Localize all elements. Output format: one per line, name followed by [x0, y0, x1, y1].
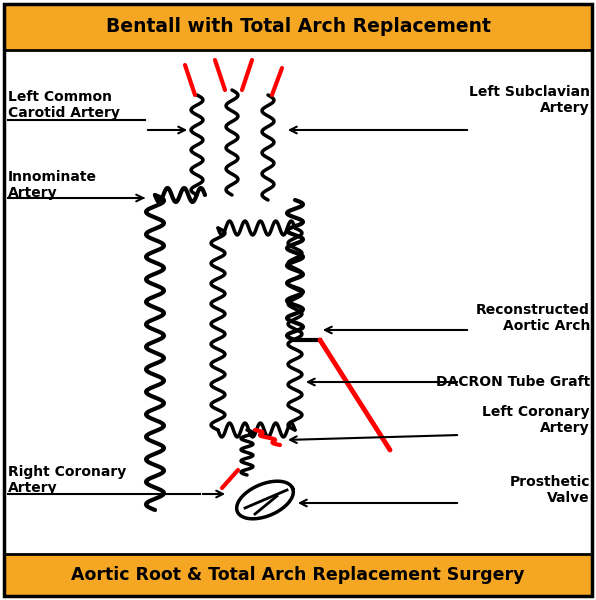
Text: Right Coronary
Artery: Right Coronary Artery	[8, 465, 126, 495]
Text: DACRON Tube Graft: DACRON Tube Graft	[436, 375, 590, 389]
Text: Left Coronary
Artery: Left Coronary Artery	[483, 405, 590, 435]
Text: Prosthetic
Valve: Prosthetic Valve	[510, 475, 590, 505]
Text: Aortic Root & Total Arch Replacement Surgery: Aortic Root & Total Arch Replacement Sur…	[72, 566, 524, 584]
Text: Left Common
Carotid Artery: Left Common Carotid Artery	[8, 90, 120, 120]
Text: Reconstructed
Aortic Arch: Reconstructed Aortic Arch	[476, 303, 590, 333]
Text: Innominate
Artery: Innominate Artery	[8, 170, 97, 200]
Text: Bentall with Total Arch Replacement: Bentall with Total Arch Replacement	[105, 17, 491, 37]
Bar	[4, 4, 592, 50]
Bar	[4, 554, 592, 596]
Text: Left Subclavian
Artery: Left Subclavian Artery	[469, 85, 590, 115]
